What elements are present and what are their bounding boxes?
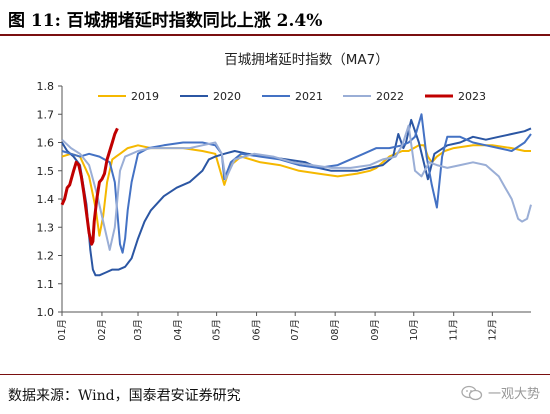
y-tick-label: 1.3 xyxy=(37,221,55,234)
legend-label-2020: 2020 xyxy=(213,90,241,103)
x-tick-label: 10月 xyxy=(409,319,420,341)
y-tick-label: 1.1 xyxy=(37,278,55,291)
y-tick-label: 1.6 xyxy=(37,137,55,150)
y-tick-label: 1.2 xyxy=(37,250,55,263)
chart-title: 百城拥堵延时指数（MA7） xyxy=(224,52,388,68)
y-tick-label: 1.4 xyxy=(37,193,55,206)
x-tick-label: 04月 xyxy=(173,319,184,341)
legend-label-2019: 2019 xyxy=(131,90,159,103)
y-tick-label: 1.5 xyxy=(37,165,55,178)
legend-label-2021: 2021 xyxy=(295,90,323,103)
series-line-2020 xyxy=(61,118,532,277)
series-line-2021 xyxy=(61,113,532,254)
x-tick-label: 01月 xyxy=(57,319,68,341)
series-line-2023 xyxy=(60,127,119,246)
title-rule xyxy=(0,34,550,36)
x-tick-label: 03月 xyxy=(133,319,144,341)
x-tick-label: 06月 xyxy=(252,319,263,341)
x-tick-label: 12月 xyxy=(487,319,498,341)
legend-label-2023: 2023 xyxy=(458,90,486,103)
watermark-text: 一观大势 xyxy=(487,387,540,402)
footer-rule xyxy=(0,374,550,375)
wechat-icon xyxy=(461,385,483,400)
x-tick-label: 07月 xyxy=(290,319,301,341)
series-line-2022 xyxy=(61,124,532,251)
line-chart: 百城拥堵延时指数（MA7） 1.0 1.1 1.2 1.3 1.4 1.5 1.6 1.7 1.8… xyxy=(37,52,532,341)
y-tick-label: 1.0 xyxy=(37,306,55,319)
source-note: 数据来源：Wind，国泰君安证券研究 xyxy=(8,388,241,404)
watermark: 一观大势 xyxy=(461,383,540,402)
figure-title: 图 11: 百城拥堵延时指数同比上涨 2.4% xyxy=(8,11,323,31)
y-tick-label: 1.8 xyxy=(37,80,55,93)
legend-label-2022: 2022 xyxy=(376,90,404,103)
x-tick-label: 05月 xyxy=(212,319,223,341)
x-tick-label: 11月 xyxy=(449,319,460,341)
x-tick-label: 08月 xyxy=(330,319,341,341)
series-line-2019 xyxy=(61,144,531,237)
y-tick-label: 1.7 xyxy=(37,108,55,121)
x-tick-label: 09月 xyxy=(370,319,381,341)
x-tick-label: 02月 xyxy=(97,319,108,341)
